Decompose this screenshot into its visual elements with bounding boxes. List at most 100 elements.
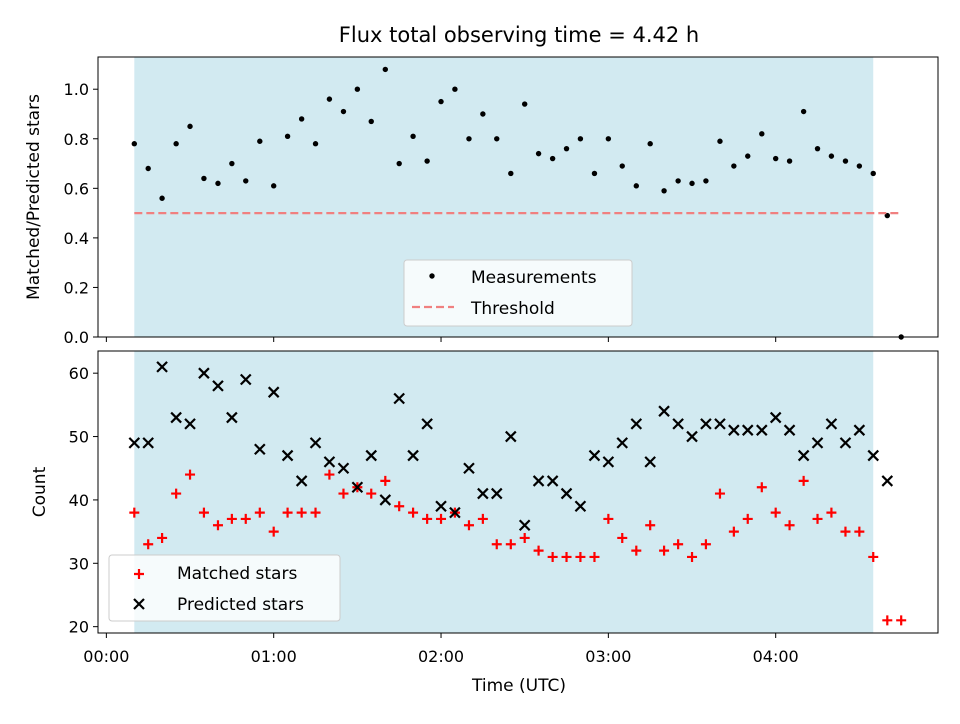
predicted-star-point	[184, 418, 196, 430]
ratio-legend: Measurements Threshold	[403, 259, 633, 327]
matched-star-point	[533, 545, 544, 556]
measurement-point	[549, 155, 556, 162]
predicted-star-point	[379, 494, 392, 506]
matched-star-point	[212, 520, 223, 531]
predicted-star-point	[588, 449, 601, 462]
predicted-star-point	[463, 462, 475, 475]
measurement-point	[605, 136, 612, 142]
matched-star-point	[408, 507, 419, 518]
measurement-point	[577, 136, 584, 142]
matched-star-point	[477, 513, 488, 524]
matched-star-point	[226, 513, 237, 524]
count-legend: Matched stars Predicted stars	[108, 554, 341, 622]
measurement-point	[759, 131, 765, 137]
legend-threshold-label: Threshold	[470, 299, 555, 319]
measurement-point	[131, 141, 138, 147]
matched-star-point	[742, 513, 753, 524]
count-legend-box	[108, 554, 341, 622]
measurement-point	[535, 150, 542, 157]
matched-star-point	[324, 469, 335, 480]
predicted-star-point	[435, 500, 447, 513]
predicted-star-point	[407, 449, 419, 462]
matched-star-point	[171, 488, 182, 499]
matched-star-point	[617, 532, 628, 543]
predicted-star-point	[490, 487, 503, 500]
ratio-chart-title: Flux total observing time = 4.42 h	[339, 23, 699, 47]
matched-star-point	[519, 532, 530, 543]
count-axes-frame	[97, 350, 939, 634]
count-y-tick-label: 30	[69, 554, 89, 573]
predicted-star-point	[853, 424, 866, 436]
matched-star-point	[268, 526, 279, 537]
predicted-star-point	[616, 437, 629, 449]
legend-measurements-marker	[429, 273, 435, 279]
predicted-star-point	[170, 411, 182, 424]
matched-star-point	[366, 488, 377, 499]
matched-star-point	[700, 539, 711, 550]
measurement-point	[633, 183, 640, 189]
legend-matched-marker	[134, 569, 144, 579]
ratio-axes-frame	[97, 56, 939, 338]
ratio-y-tick-label: 1.0	[64, 80, 89, 99]
predicted-star-point	[337, 462, 350, 475]
predicted-star-point	[449, 506, 461, 519]
matched-star-point	[143, 539, 154, 550]
matched-star-point	[296, 507, 307, 518]
predicted-star-point	[560, 487, 573, 500]
predicted-star-point	[309, 437, 322, 449]
matched-star-point	[798, 475, 809, 486]
measurement-point	[438, 98, 444, 105]
predicted-star-point	[156, 361, 168, 373]
x-tick-label: 04:00	[753, 647, 799, 666]
matched-star-point	[310, 507, 321, 518]
predicted-star-point	[574, 500, 587, 513]
ratio-panel: Flux total observing time = 4.42 h 0.00.…	[24, 23, 939, 347]
measurement-point	[452, 86, 458, 92]
matched-star-point	[896, 615, 907, 626]
count-y-tick-label: 40	[69, 491, 89, 510]
predicted-star-point	[142, 437, 154, 449]
predicted-star-point	[239, 373, 252, 386]
measurement-point	[703, 178, 709, 184]
matched-star-point	[240, 513, 251, 524]
predicted-star-point	[700, 418, 712, 430]
predicted-star-point	[351, 481, 364, 494]
measurement-point	[619, 163, 625, 169]
predicted-star-point	[881, 475, 894, 487]
measurement-point	[173, 141, 179, 147]
predicted-star-point	[644, 456, 656, 468]
predicted-star-point	[839, 437, 852, 449]
predicted-star-point	[518, 519, 531, 532]
matched-star-point	[547, 551, 558, 562]
predicted-star-point	[728, 424, 740, 436]
matched-star-point	[254, 507, 265, 518]
predicted-star-point	[741, 424, 754, 436]
predicted-star-point	[505, 430, 517, 443]
predicted-star-point	[393, 392, 405, 405]
measurement-point	[257, 138, 263, 144]
ratio-plot-area: 0.0 0.2 0.4 0.6 0.8 1.0 Measurements Threshold	[64, 56, 939, 347]
predicted-star-point	[226, 411, 238, 424]
matched-star-point	[784, 520, 795, 531]
matched-star-point	[198, 507, 209, 518]
matched-star-point	[659, 545, 670, 556]
measurement-point	[884, 212, 890, 219]
predicted-star-point	[797, 449, 810, 462]
legend-matched-label: Matched stars	[177, 564, 297, 584]
ratio-y-tick-label: 0.8	[64, 130, 89, 149]
predicted-star-point	[254, 443, 266, 456]
measurement-point	[201, 175, 207, 182]
measurement-point	[480, 111, 486, 117]
count-y-tick-label: 50	[69, 428, 89, 447]
measurement-point	[424, 158, 430, 164]
matched-star-point	[756, 482, 767, 493]
measurement-point	[243, 178, 249, 184]
measurement-point	[270, 183, 277, 189]
predicted-star-point	[756, 424, 768, 436]
x-tick-label: 03:00	[585, 647, 631, 666]
measurement-point	[842, 158, 849, 164]
predicted-star-point	[783, 424, 796, 436]
matched-star-point	[129, 507, 140, 518]
measurement-point	[229, 160, 235, 167]
matched-star-point	[631, 545, 642, 556]
